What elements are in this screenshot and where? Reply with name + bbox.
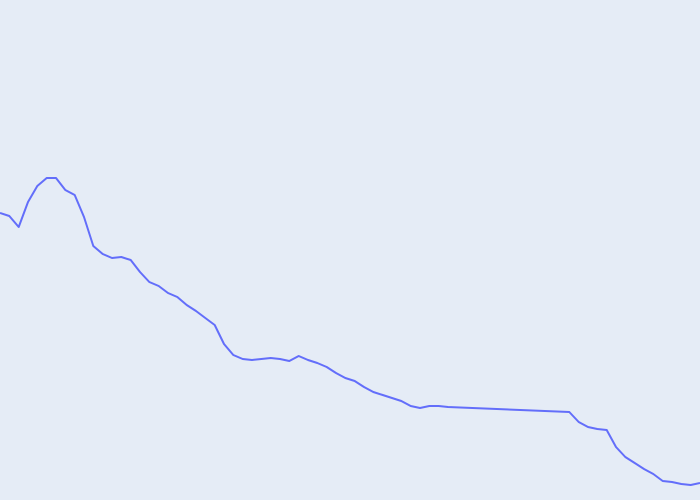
series-line-0: [0, 177, 700, 486]
series-layer: [0, 177, 700, 486]
